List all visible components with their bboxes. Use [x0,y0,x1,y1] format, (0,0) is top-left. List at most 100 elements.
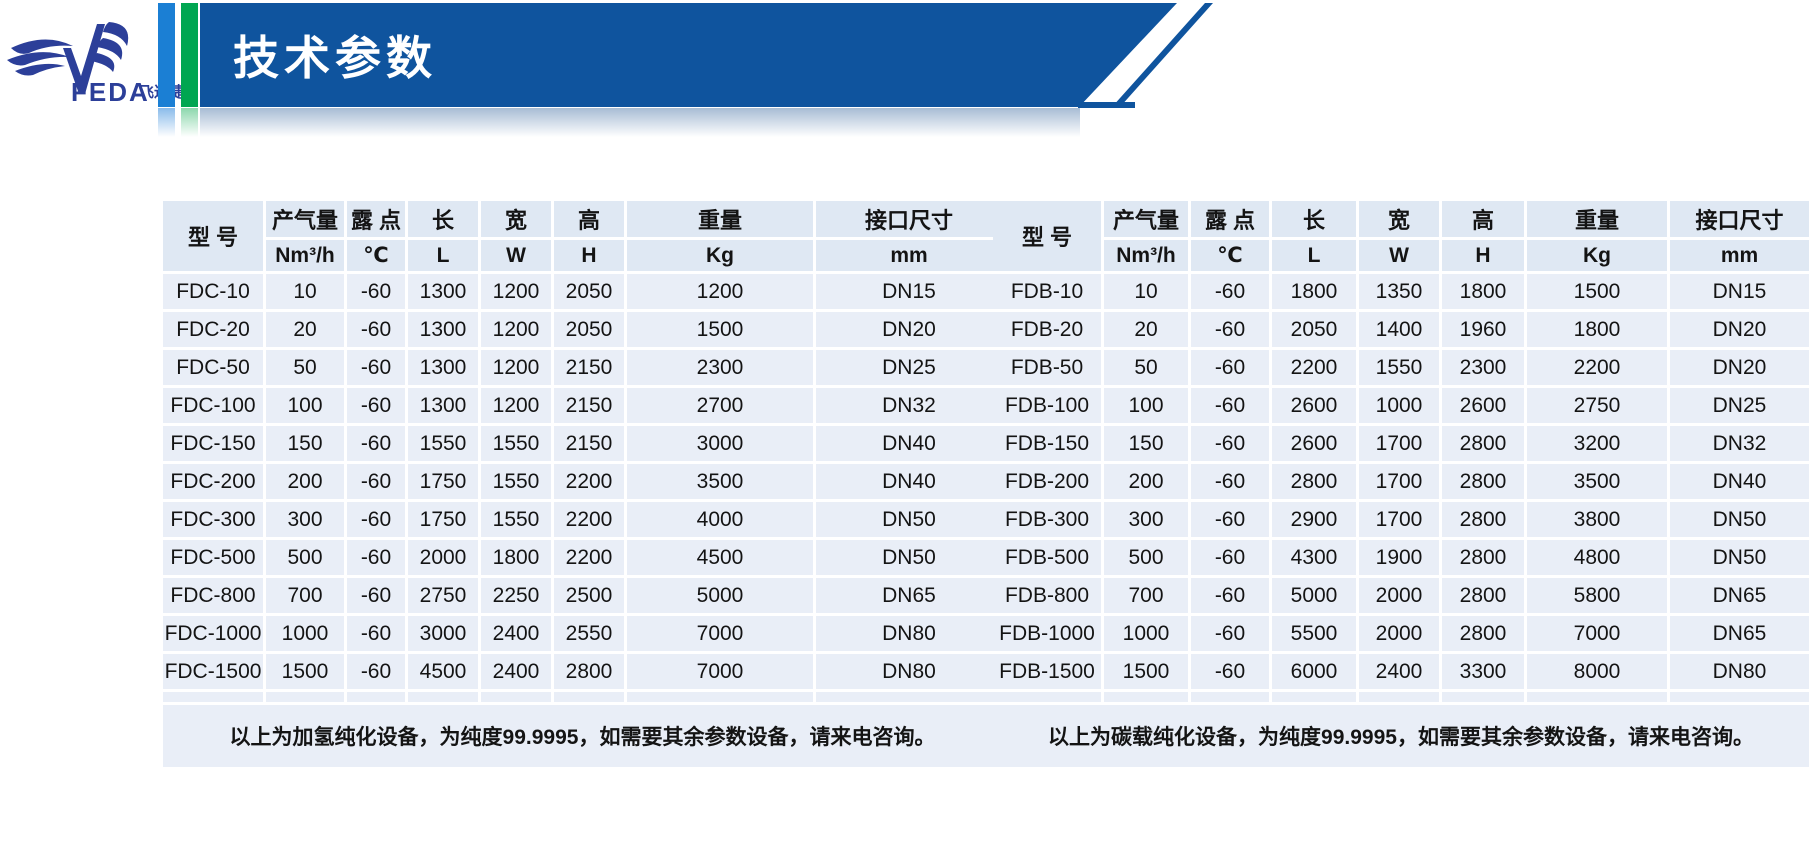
table-cell: 1300 [408,312,478,347]
table-cell: DN65 [1670,578,1809,613]
table-cell: 200 [1104,464,1188,499]
table-cell: -60 [1191,578,1269,613]
table-cell: FDC-10 [163,274,263,309]
table-cell: -60 [347,540,405,575]
column-header: 长 [408,201,478,237]
table-cell: FDB-200 [993,464,1101,499]
table-cell: 4800 [1527,540,1667,575]
table-cell: 2400 [481,616,551,651]
table-cell: 10 [1104,274,1188,309]
table-cell: 2800 [1442,578,1524,613]
table-cell: DN80 [1670,654,1809,689]
company-logo: FEDA 飞达捷能 [5,8,199,108]
table-cell: 3500 [627,464,813,499]
table-cell: 4500 [627,540,813,575]
table-row: FDB-50 50 -60 2200 1550 2300 2200 DN20 [993,350,1809,385]
table-cell: -60 [1191,540,1269,575]
logo-brand-text: FEDA [71,77,150,107]
table-cell: 1960 [1442,312,1524,347]
table-cell: DN25 [1670,388,1809,423]
table-cell: DN80 [816,654,1002,689]
table-cell: 500 [266,540,344,575]
empty-cell [554,692,624,702]
table-cell: 1200 [481,350,551,385]
unit-row: Nm³/h ℃ L W H Kg mm [993,240,1809,271]
table-cell: 1700 [1359,426,1439,461]
table-cell: 2050 [1272,312,1356,347]
table-cell: 2200 [1527,350,1667,385]
table-cell: -60 [1191,274,1269,309]
unit-header: Kg [627,240,813,271]
table-cell: 50 [266,350,344,385]
table-cell: DN65 [1670,616,1809,651]
table-cell: 6000 [1272,654,1356,689]
table-cell: 2050 [554,274,624,309]
table-cell: DN80 [816,616,1002,651]
table-row: FDC-100 100 -60 1300 1200 2150 2700 DN32 [163,388,1002,423]
table-cell: -60 [347,578,405,613]
table-cell: 1800 [1442,274,1524,309]
table-cell: 2300 [1442,350,1524,385]
table-cell: 2800 [1442,464,1524,499]
table-cell: FDC-800 [163,578,263,613]
table-cell: 1400 [1359,312,1439,347]
empty-cell [408,692,478,702]
empty-cell [627,692,813,702]
table-cell: 1550 [1359,350,1439,385]
table-cell: 1800 [1272,274,1356,309]
table-cell: -60 [347,274,405,309]
unit-header: W [481,240,551,271]
table-row: FDB-100 100 -60 2600 1000 2600 2750 DN25 [993,388,1809,423]
table-cell: 2300 [627,350,813,385]
table-cell: 1750 [408,502,478,537]
table-cell: 2550 [554,616,624,651]
banner-underline [1078,102,1135,108]
table-cell: DN40 [816,426,1002,461]
table-row: FDC-20 20 -60 1300 1200 2050 1500 DN20 [163,312,1002,347]
column-header: 宽 [481,201,551,237]
table-cell: 2150 [554,388,624,423]
table-row: FDC-150 150 -60 1550 1550 2150 3000 DN40 [163,426,1002,461]
table-row: FDC-1500 1500 -60 4500 2400 2800 7000 DN80 [163,654,1002,689]
table-row: FDB-150 150 -60 2600 1700 2800 3200 DN32 [993,426,1809,461]
column-header: 产气量 [1104,201,1188,237]
banner-diagonal-stripe [1112,3,1213,107]
spec-table-fdc: 型 号产气量露 点长宽高重量 接口尺寸 Nm³/h ℃ L W H Kg mm FDC-10 10-… [160,198,1002,770]
table-cell: -60 [1191,616,1269,651]
table-cell: -60 [1191,426,1269,461]
table-cell: 3000 [408,616,478,651]
table-cell: 2150 [554,350,624,385]
table-cell: -60 [347,426,405,461]
table-cell: 1000 [266,616,344,651]
column-header: 高 [1442,201,1524,237]
table-cell: FDC-200 [163,464,263,499]
table-cell: FDB-50 [993,350,1101,385]
table-cell: DN50 [816,540,1002,575]
table-cell: 8000 [1527,654,1667,689]
table-cell: 2600 [1442,388,1524,423]
table-cell: 5800 [1527,578,1667,613]
table-cell: -60 [347,464,405,499]
column-header: 型 号 [163,201,263,271]
table-cell: 2900 [1272,502,1356,537]
wings-icon: FEDA 飞达捷能 [7,22,199,107]
empty-cell [816,692,1002,702]
empty-cell [347,692,405,702]
table-cell: 5500 [1272,616,1356,651]
unit-header: L [408,240,478,271]
column-header: 接口尺寸 [816,201,1002,237]
table-cell: 4500 [408,654,478,689]
table-cell: DN32 [1670,426,1809,461]
table-cell: 20 [1104,312,1188,347]
table-cell: 100 [1104,388,1188,423]
table-cell: 2200 [554,540,624,575]
table-cell: 1550 [481,502,551,537]
table-cell: 1200 [481,388,551,423]
table-row: FDC-1000 1000 -60 3000 2400 2550 7000 DN80 [163,616,1002,651]
table-cell: 1900 [1359,540,1439,575]
table-row: FDB-800 700 -60 5000 2000 2800 5800 DN65 [993,578,1809,613]
column-header: 产气量 [266,201,344,237]
column-header: 长 [1272,201,1356,237]
table-cell: 1200 [481,274,551,309]
table-cell: 3300 [1442,654,1524,689]
